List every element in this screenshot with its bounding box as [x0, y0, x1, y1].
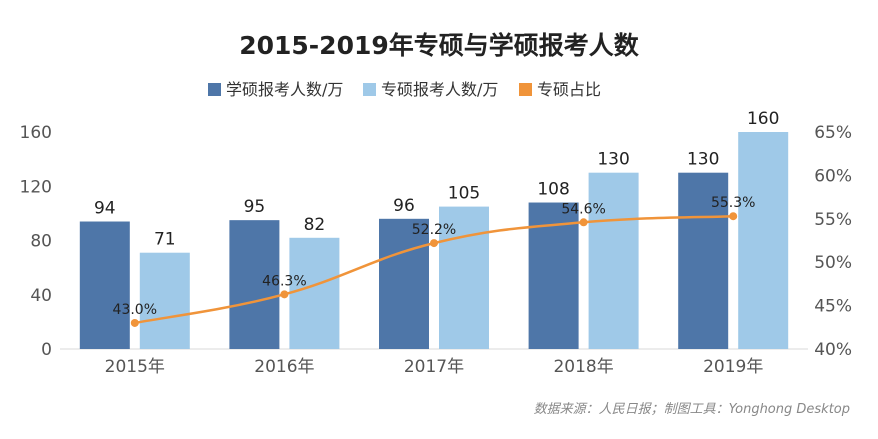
x-tick-label: 2017年 [404, 357, 464, 377]
y-tick-label: 160 [20, 123, 52, 143]
bar-value-label: 71 [154, 230, 176, 250]
bar-value-label: 160 [747, 109, 779, 129]
bars [79, 132, 789, 349]
academic-master-bar[interactable] [79, 221, 130, 349]
y-tick-label: 80 [30, 232, 52, 252]
bar-value-label: 94 [94, 199, 116, 219]
ratio-value-label: 54.6% [561, 201, 605, 217]
bar-value-label: 95 [244, 197, 266, 217]
ratio-point[interactable] [729, 212, 738, 221]
y-tick-label: 0 [41, 340, 52, 360]
legend-swatch [208, 83, 221, 96]
professional-master-bar[interactable] [588, 172, 639, 349]
y2-tick-label: 65% [814, 123, 852, 143]
professional-master-bar[interactable] [738, 132, 789, 349]
source-note: 数据来源：人民日报；制图工具：Yonghong Desktop [534, 402, 850, 417]
ratio-line-layer [130, 212, 738, 327]
professional-master-bar[interactable] [139, 252, 190, 349]
y-tick-label: 120 [20, 177, 52, 197]
y2-tick-label: 60% [814, 166, 852, 186]
bar-value-label: 96 [393, 196, 415, 216]
ratio-value-label: 46.3% [262, 273, 306, 289]
legend-item[interactable]: 专硕报考人数/万 [363, 80, 498, 99]
bar-value-label: 105 [448, 184, 480, 204]
legend-item[interactable]: 专硕占比 [519, 80, 601, 99]
x-tick-label: 2016年 [254, 357, 314, 377]
ratio-point[interactable] [430, 239, 438, 248]
y2-tick-label: 40% [814, 340, 852, 360]
bar-value-label: 130 [597, 150, 629, 170]
bar-value-label: 108 [537, 180, 569, 200]
academic-master-bar[interactable] [379, 218, 429, 349]
bar-value-label: 82 [304, 215, 326, 235]
x-tick-label: 2018年 [553, 357, 613, 377]
ratio-point[interactable] [130, 318, 139, 327]
legend-label: 学硕报考人数/万 [226, 80, 343, 99]
ratio-point[interactable] [280, 290, 289, 299]
axes: 0 40 80 120 160 40% 45% 50% 55% 60% 65% 2015年 2016年 2… [20, 123, 852, 377]
legend-swatch [519, 83, 532, 96]
legend-label: 专硕占比 [537, 80, 601, 99]
ratio-value-label: 55.3% [711, 195, 755, 211]
legend-label: 专硕报考人数/万 [381, 80, 498, 99]
bar-value-label: 130 [687, 150, 719, 170]
legend-item[interactable]: 学硕报考人数/万 [208, 80, 343, 99]
ratio-point[interactable] [579, 218, 588, 227]
legend: 学硕报考人数/万 专硕报考人数/万 专硕占比 [208, 80, 601, 99]
y-tick-label: 40 [30, 286, 52, 306]
academic-master-bar[interactable] [229, 220, 280, 349]
y2-tick-label: 50% [814, 253, 852, 273]
y2-tick-label: 45% [814, 297, 852, 317]
y2-tick-label: 55% [814, 210, 852, 230]
legend-swatch [363, 83, 376, 96]
ratio-value-label: 52.2% [412, 222, 456, 238]
professional-master-bar[interactable] [439, 206, 489, 349]
data-labels: 94 71 95 82 96 105 108 130 130 160 43.0% 46.3% 52.2%… [94, 109, 779, 318]
x-tick-label: 2015年 [105, 357, 165, 377]
academic-master-bar[interactable] [678, 172, 729, 349]
professional-master-bar[interactable] [289, 237, 340, 349]
ratio-value-label: 43.0% [113, 302, 157, 318]
chart-title: 2015-2019年专硕与学硕报考人数 [239, 31, 640, 60]
x-tick-label: 2019年 [703, 357, 763, 377]
